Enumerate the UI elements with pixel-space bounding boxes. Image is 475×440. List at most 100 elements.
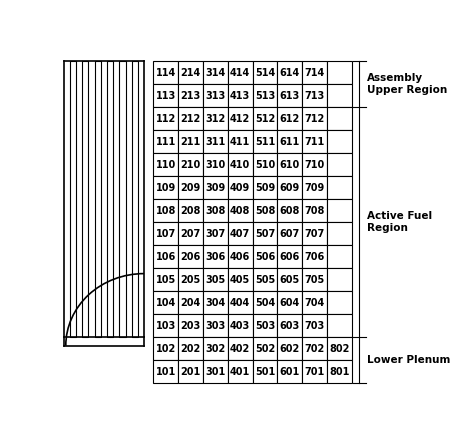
Text: 509: 509 <box>255 183 275 193</box>
Text: 109: 109 <box>155 183 176 193</box>
Bar <box>277 291 303 314</box>
Bar <box>277 84 303 107</box>
Text: 213: 213 <box>180 91 200 101</box>
Text: 707: 707 <box>304 229 325 238</box>
Bar <box>153 245 178 268</box>
Bar <box>253 337 277 360</box>
Text: 204: 204 <box>180 298 200 308</box>
Text: 609: 609 <box>280 183 300 193</box>
Text: 214: 214 <box>180 68 200 78</box>
Bar <box>302 130 327 153</box>
Bar <box>253 222 277 245</box>
Text: 413: 413 <box>230 91 250 101</box>
Bar <box>228 130 253 153</box>
Text: Assembly
Upper Region: Assembly Upper Region <box>367 73 447 95</box>
Text: 314: 314 <box>205 68 226 78</box>
Text: 404: 404 <box>230 298 250 308</box>
Bar <box>253 268 277 291</box>
Text: 306: 306 <box>205 252 226 262</box>
Text: 612: 612 <box>280 114 300 124</box>
Bar <box>327 153 352 176</box>
Bar <box>178 337 203 360</box>
Text: 208: 208 <box>180 206 201 216</box>
Bar <box>302 153 327 176</box>
Text: 212: 212 <box>180 114 200 124</box>
Text: 504: 504 <box>255 298 275 308</box>
Text: 706: 706 <box>304 252 325 262</box>
Bar <box>153 130 178 153</box>
Text: 802: 802 <box>330 344 350 354</box>
Text: 409: 409 <box>230 183 250 193</box>
Bar <box>253 291 277 314</box>
Bar <box>153 61 178 84</box>
Text: 505: 505 <box>255 275 275 285</box>
Bar <box>228 222 253 245</box>
Text: 613: 613 <box>280 91 300 101</box>
Bar <box>277 61 303 84</box>
Bar <box>302 107 327 130</box>
Bar <box>277 222 303 245</box>
Bar <box>277 337 303 360</box>
Bar <box>228 176 253 199</box>
Bar <box>277 176 303 199</box>
Text: 305: 305 <box>205 275 226 285</box>
Bar <box>82 61 88 337</box>
Text: 209: 209 <box>180 183 200 193</box>
Text: 507: 507 <box>255 229 275 238</box>
Bar <box>327 176 352 199</box>
Text: 312: 312 <box>205 114 226 124</box>
Bar <box>178 153 203 176</box>
Bar <box>107 61 113 337</box>
Text: 605: 605 <box>280 275 300 285</box>
Text: 711: 711 <box>304 137 325 147</box>
Bar <box>203 153 228 176</box>
Bar <box>277 314 303 337</box>
Text: 713: 713 <box>304 91 325 101</box>
Text: 714: 714 <box>304 68 325 78</box>
Text: 406: 406 <box>230 252 250 262</box>
Text: 107: 107 <box>155 229 176 238</box>
Bar <box>327 337 352 360</box>
Bar <box>203 360 228 383</box>
Bar <box>153 222 178 245</box>
Bar <box>327 222 352 245</box>
Bar <box>153 291 178 314</box>
Bar <box>228 61 253 84</box>
Bar <box>327 61 352 84</box>
Text: 113: 113 <box>155 91 176 101</box>
Bar <box>327 360 352 383</box>
Bar <box>253 153 277 176</box>
Bar <box>302 360 327 383</box>
Text: 708: 708 <box>304 206 325 216</box>
Bar <box>302 222 327 245</box>
Bar <box>203 245 228 268</box>
Text: 709: 709 <box>304 183 325 193</box>
Text: 309: 309 <box>205 183 226 193</box>
Text: 311: 311 <box>205 137 226 147</box>
Bar <box>302 337 327 360</box>
Bar <box>153 107 178 130</box>
Text: 502: 502 <box>255 344 275 354</box>
Text: 313: 313 <box>205 91 226 101</box>
Text: 110: 110 <box>155 160 176 170</box>
Text: 606: 606 <box>280 252 300 262</box>
Text: 114: 114 <box>155 68 176 78</box>
Bar <box>228 360 253 383</box>
Text: 614: 614 <box>280 68 300 78</box>
Text: 503: 503 <box>255 321 275 330</box>
Bar <box>327 130 352 153</box>
Text: 411: 411 <box>230 137 250 147</box>
Bar <box>327 314 352 337</box>
Bar <box>153 337 178 360</box>
Text: 610: 610 <box>280 160 300 170</box>
Bar <box>203 84 228 107</box>
Bar <box>302 176 327 199</box>
Bar <box>153 176 178 199</box>
Text: 607: 607 <box>280 229 300 238</box>
Text: 403: 403 <box>230 321 250 330</box>
Bar <box>253 199 277 222</box>
Text: 112: 112 <box>155 114 176 124</box>
Bar <box>228 291 253 314</box>
Bar <box>327 84 352 107</box>
Bar <box>178 291 203 314</box>
